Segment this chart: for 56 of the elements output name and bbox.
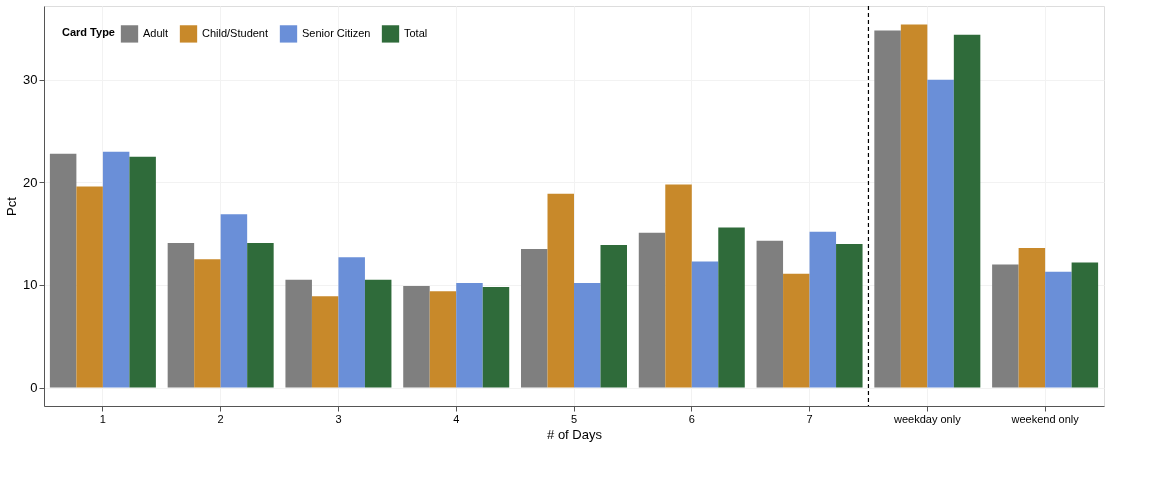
- bar: [338, 257, 365, 388]
- bar: [76, 186, 103, 388]
- bar: [456, 282, 483, 388]
- legend-label: Child/Student: [202, 26, 269, 39]
- bar: [1071, 262, 1099, 388]
- bar: [220, 214, 248, 388]
- bar: [285, 279, 312, 388]
- bar: [953, 34, 981, 388]
- bar: [429, 291, 457, 388]
- x-tick-label: 2: [217, 412, 224, 425]
- bar: [547, 193, 574, 388]
- bar: [167, 242, 195, 388]
- bar: [521, 249, 548, 388]
- y-tick-label: 20: [23, 174, 38, 190]
- x-tick-label: 4: [453, 412, 460, 425]
- bar: [809, 231, 837, 388]
- x-tick-label: 7: [806, 412, 813, 425]
- bar: [874, 30, 901, 388]
- bar: [756, 240, 784, 388]
- legend-label: Total: [404, 26, 428, 39]
- bar: [574, 282, 601, 388]
- bar: [836, 243, 863, 388]
- bar: [992, 264, 1019, 388]
- bar: [364, 279, 392, 388]
- x-tick-label: 6: [688, 412, 695, 425]
- x-tick-label: weekday only: [893, 412, 962, 425]
- bar: [129, 156, 156, 388]
- legend-title: Card Type: [62, 26, 115, 38]
- bar: [1018, 248, 1046, 388]
- bar: [403, 286, 430, 388]
- bar: [665, 184, 692, 388]
- y-tick-label: 10: [23, 277, 38, 293]
- bar: [102, 151, 130, 388]
- bar: [600, 244, 627, 388]
- y-tick-label: 30: [23, 72, 38, 88]
- y-tick-label: 0: [30, 380, 38, 396]
- y-axis-title: Pct: [4, 196, 20, 216]
- bar: [247, 242, 274, 388]
- x-tick-label: 1: [99, 412, 106, 425]
- bar: [927, 79, 954, 388]
- bar: [718, 227, 745, 388]
- x-tick-label: 5: [570, 412, 578, 425]
- bar: [194, 259, 221, 388]
- x-tick-label: weekend only: [1010, 412, 1080, 425]
- x-tick-label: 3: [335, 412, 342, 425]
- x-axis-title: # of Days: [547, 426, 603, 442]
- bar: [638, 232, 666, 388]
- bar: [691, 261, 719, 388]
- bar: [49, 153, 77, 388]
- bar: [900, 24, 928, 388]
- bar: [783, 273, 810, 388]
- legend-label: Adult: [143, 26, 169, 39]
- legend-label: Senior Citizen: [302, 26, 371, 39]
- bar: [1045, 271, 1072, 388]
- bar: [311, 296, 339, 388]
- bar: [482, 287, 510, 388]
